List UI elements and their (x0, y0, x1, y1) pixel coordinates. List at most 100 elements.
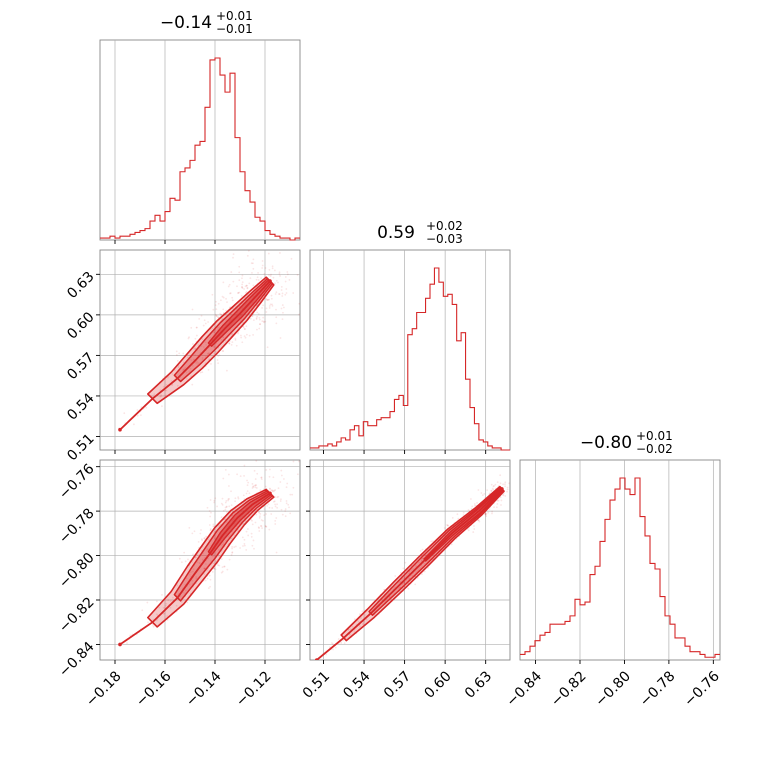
pair-0-1-sample-point (261, 307, 263, 309)
pair-0-2-sample-point (180, 561, 183, 564)
pair-1-2-sample-point (332, 648, 334, 651)
pair-0-2-sample-point (203, 567, 206, 570)
pair-1-2-sample-point (343, 642, 346, 645)
pair-0-2-sample-point (141, 609, 144, 612)
pair-0-1-sample-point (212, 308, 215, 311)
pair-1-2-sample-point (502, 483, 504, 486)
pair-1-2-sample-point (493, 506, 495, 509)
pair-0-1-sample-point (284, 280, 287, 283)
pair-0-2-sample-point (296, 473, 299, 476)
pair-0-1-sample-point (241, 283, 244, 286)
y-tick-label-p1-2: 0.57 (64, 350, 97, 383)
pair-0-2-sample-point (222, 477, 225, 480)
pair-0-2-sample-point (273, 500, 276, 503)
pair-0-2-sample-point (203, 556, 206, 559)
pair-1-2-sample-point (421, 573, 423, 576)
pair-0-1-sample-point (188, 336, 190, 339)
pair-1-2-sample-point (383, 588, 385, 591)
pair-0-1-sample-point (241, 341, 244, 344)
pair-0-2-sample-point (272, 500, 275, 503)
hist-title-2: −0.80 (580, 433, 632, 453)
pair-0-1-sample-point (238, 279, 241, 282)
pair-0-2-sample-point (191, 579, 194, 582)
x-tick-label-p1-2: 0.57 (381, 668, 414, 701)
pair-0-2-sample-point (260, 519, 263, 521)
pair-0-1-sample-point (282, 311, 284, 314)
pair-0-2-sample-point (252, 485, 255, 488)
pair-0-1-content (118, 250, 300, 432)
pair-0-1-sample-point (265, 297, 268, 300)
pair-1-2-sample-point (410, 569, 412, 571)
pair-0-2-sample-point (204, 567, 206, 570)
pair-0-2-sample-point (257, 526, 260, 529)
pair-0-2-sample-point (166, 615, 168, 617)
pair-0-1-sample-point (241, 274, 244, 277)
pair-0-2-sample-point (265, 525, 268, 528)
x-tick-label-p1-4: 0.63 (462, 668, 495, 701)
pair-0-2-sample-point (260, 476, 263, 479)
pair-0-1-outlier-point (118, 427, 122, 432)
pair-0-2-sample-point (147, 621, 149, 624)
pair-0-1-sample-point (266, 298, 269, 301)
pair-1-2-sample-point (495, 506, 498, 509)
pair-0-2-sample-point (268, 528, 271, 531)
pair-0-2-sample-point (281, 513, 284, 516)
pair-0-2-sample-point (263, 508, 266, 510)
pair-1-2-sample-point (450, 543, 453, 546)
pair-0-1-sample-point (220, 338, 223, 341)
pair-0-2-sample-point (271, 507, 274, 509)
pair-1-2-sample-point (359, 625, 361, 628)
pair-1-2-sample-point (414, 583, 417, 586)
pair-1-2-sample-point (474, 504, 476, 507)
pair-0-1-sample-point (204, 341, 207, 344)
pair-0-1-sample-point (226, 301, 228, 304)
pair-0-2-sample-point (126, 642, 128, 645)
pair-1-2-sample-point (490, 483, 493, 486)
pair-0-1-sample-point (246, 286, 249, 289)
pair-0-2-sample-point (209, 528, 212, 530)
pair-0-2-sample-point (255, 487, 258, 489)
pair-0-1-sample-point (220, 313, 223, 316)
pair-0-1-sample-point (258, 327, 261, 330)
pair-1-2-sample-point (492, 488, 495, 491)
pair-0-2-sample-point (289, 493, 292, 496)
pair-0-1-sample-point (251, 271, 253, 274)
pair-0-1-sample-point (262, 316, 265, 319)
pair-1-2-sample-point (496, 499, 499, 502)
pair-0-1-sample-point (261, 320, 264, 323)
pair-0-1-sample-point (250, 262, 253, 265)
pair-0-2-sample-point (195, 576, 197, 578)
pair-0-1-sample-point (202, 346, 205, 348)
pair-0-1-sample-point (231, 332, 234, 335)
pair-0-1-sample-point (123, 412, 126, 415)
pair-0-1-sample-point (258, 316, 261, 319)
pair-0-2-sample-point (247, 534, 250, 537)
pair-0-1-sample-point (192, 347, 195, 350)
pair-0-1-sample-point (213, 352, 216, 355)
pair-0-1-sample-point (236, 285, 238, 288)
pair-0-1-sample-point (274, 293, 277, 295)
pair-0-1-sample-point (213, 346, 216, 348)
pair-0-2-sample-point (215, 560, 217, 563)
pair-1-2-sample-point (394, 575, 397, 577)
pair-0-1-sample-point (267, 252, 270, 255)
pair-0-1-sample-point (160, 394, 162, 396)
pair-0-2-sample-point (270, 489, 273, 492)
pair-0-2-sample-point (204, 579, 207, 582)
pair-0-1-sample-point (184, 366, 187, 369)
pair-0-2-sample-point (206, 547, 209, 550)
pair-0-2-sample-point (199, 532, 202, 535)
pair-0-2-sample-point (242, 545, 244, 547)
pair-0-1-sample-point (219, 299, 222, 302)
pair-1-2-sample-point (484, 512, 487, 515)
y-tick-label-p2-4: −0.76 (56, 461, 98, 503)
pair-0-2-sample-point (231, 551, 234, 554)
pair-1-2-sample-point (499, 474, 502, 477)
pair-0-1-sample-point (246, 333, 248, 336)
pair-1-2-sample-point (457, 517, 460, 520)
pair-0-2-sample-point (185, 577, 188, 580)
pair-0-2-sample-point (243, 464, 246, 467)
pair-1-2-sample-point (491, 510, 494, 513)
pair-0-1-sample-point (204, 322, 207, 325)
pair-0-2-sample-point (259, 525, 262, 527)
